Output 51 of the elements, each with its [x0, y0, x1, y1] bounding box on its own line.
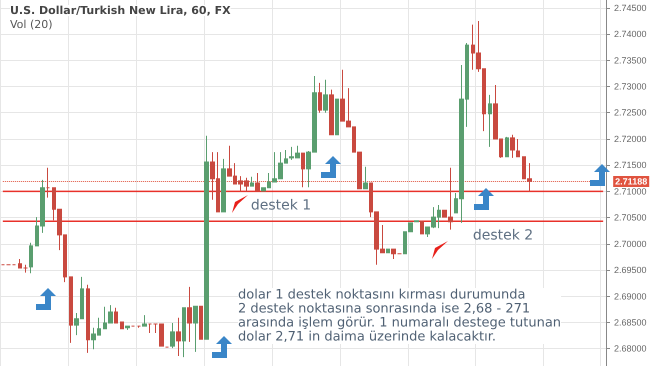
- candlestick: [516, 138, 520, 158]
- y-tick-label: 2.71000: [614, 186, 647, 196]
- y-tick-label: 2.71500: [614, 160, 647, 170]
- candlestick: [120, 321, 124, 330]
- candlestick: [488, 94, 492, 148]
- y-tick-label: 2.68500: [614, 317, 647, 328]
- ref-line-label: destek 2: [472, 227, 534, 244]
- y-tick-label: 2.68000: [614, 344, 647, 354]
- candlestick: [170, 322, 175, 349]
- y-tick-label: 2.74000: [614, 29, 647, 40]
- candlestick: [323, 79, 328, 114]
- candlestick: [250, 176, 254, 187]
- candlestick: [86, 284, 90, 354]
- candlestick: [193, 306, 198, 352]
- candlestick: [148, 324, 152, 334]
- candlestick: [142, 314, 147, 327]
- candlestick: [505, 136, 509, 158]
- candlestick: [329, 89, 334, 136]
- ref-line-label: destek 1: [250, 197, 312, 214]
- y-tick-label: 2.70500: [614, 212, 647, 223]
- candlestick: [318, 82, 322, 114]
- candlestick: [46, 167, 50, 198]
- candlestick: [510, 134, 515, 158]
- candlestick: [386, 248, 390, 254]
- candlestick: [69, 276, 73, 344]
- candlestick: [204, 135, 209, 340]
- candlestick: [187, 286, 192, 342]
- annotation: dolar 1 destek noktasını kırması durumunda 2 destek noktasına sonrasında ise 2,68 - 271 arasında işlem görür. 1 numaralı destege tutunan dolar 2,71 in daima üzerinde kalacaktır.: [238, 288, 562, 344]
- candlestick: [176, 317, 181, 357]
- text: Vol (20): [10, 18, 53, 31]
- candlestick: [221, 158, 226, 212]
- candlestick: [29, 242, 33, 274]
- candlestick: [420, 220, 424, 234]
- y-tick-label: 2.69500: [614, 265, 647, 276]
- candlestick: [301, 152, 305, 188]
- ref-line-label: 2.71188: [615, 176, 648, 187]
- y-tick-label: 2.73000: [614, 82, 647, 92]
- y-tick-label: 2.72000: [614, 134, 647, 144]
- candlestick: [363, 166, 368, 190]
- y-tick-label: 2.69000: [614, 291, 647, 302]
- y-tick-label: 2.74500: [614, 2, 647, 13]
- y-tick-label: 2.73500: [614, 55, 647, 66]
- candlestick: [199, 306, 203, 340]
- candlestick: [255, 172, 260, 192]
- candlestick: [335, 98, 339, 136]
- y-tick-label: 2.70000: [614, 238, 647, 249]
- chart-title: U.S. Dollar/Turkish New Lira, 60, FX: [10, 4, 232, 17]
- candlestick: [182, 307, 186, 358]
- y-tick-label: 2.72500: [614, 108, 647, 118]
- candlestick: [125, 326, 130, 330]
- candlestick: [114, 307, 118, 324]
